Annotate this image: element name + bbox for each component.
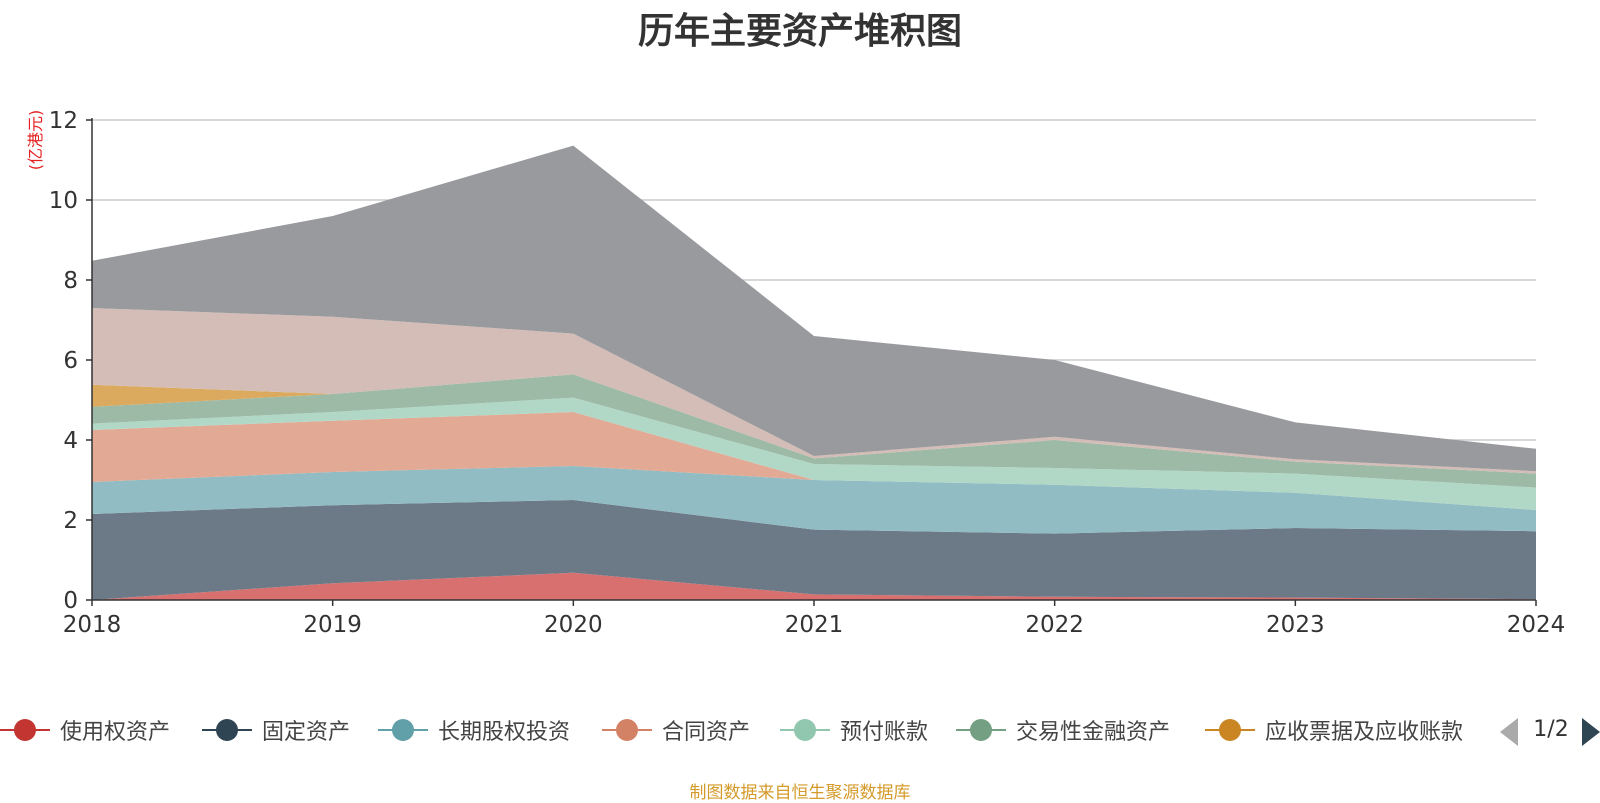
legend-marker-icon [602, 719, 652, 741]
legend-label: 固定资产 [262, 720, 351, 745]
legend-marker-icon [1205, 719, 1255, 741]
legend-marker-icon [780, 719, 830, 741]
legend-next-page-icon[interactable] [1582, 718, 1600, 746]
area-series-0[interactable] [92, 572, 1536, 600]
x-tick-label: 2020 [544, 612, 603, 638]
y-tick-labels: 0 2 4 6 8 10 12 [49, 108, 78, 614]
x-tick-label: 2019 [303, 612, 362, 638]
y-tick-label: 12 [49, 108, 78, 134]
legend-pager: 1/2 [1500, 710, 1600, 750]
x-tick-label: 2023 [1266, 612, 1325, 638]
legend-item[interactable]: 长期股权投资 [378, 710, 570, 750]
chart-title: 历年主要资产堆积图 [637, 11, 962, 52]
legend-item[interactable]: 合同资产 [602, 710, 750, 750]
legend-item[interactable]: 应收票据及应收账款 [1205, 710, 1463, 750]
area-series-4[interactable] [92, 397, 1536, 510]
legend-label: 使用权资产 [60, 720, 171, 745]
legend-marker-icon [202, 719, 252, 741]
legend-marker-icon [956, 719, 1006, 741]
axes [86, 118, 1537, 606]
area-series-1[interactable] [92, 500, 1536, 600]
stacked-area-chart: 0 2 4 6 8 10 12 2018 2019 2020 2021 2022 2023 2024 [49, 108, 1566, 638]
legend-item[interactable]: 交易性金融资产 [956, 710, 1170, 750]
y-tick-label: 0 [63, 588, 78, 614]
area-series-2[interactable] [92, 466, 1536, 534]
legend-item[interactable]: 使用权资产 [0, 710, 170, 750]
area-series-8[interactable] [92, 145, 1536, 472]
x-tick-label: 2022 [1025, 612, 1084, 638]
legend-item[interactable]: 预付账款 [780, 710, 928, 750]
area-series-3[interactable] [92, 412, 1536, 510]
legend-label: 长期股权投资 [438, 720, 571, 745]
legend-page-indicator: 1/2 [1533, 717, 1569, 742]
y-tick-label: 8 [63, 268, 78, 294]
area-series-group [92, 145, 1536, 600]
legend-item[interactable]: 固定资产 [202, 710, 350, 750]
x-tick-labels: 2018 2019 2020 2021 2022 2023 2024 [63, 612, 1566, 638]
y-tick-label: 4 [63, 428, 78, 454]
y-tick-label: 2 [63, 508, 78, 534]
x-tick-label: 2018 [63, 612, 122, 638]
data-source-note: 制图数据来自恒生聚源数据库 [689, 783, 911, 803]
legend-label: 应收票据及应收账款 [1265, 720, 1464, 745]
legend-prev-page-icon[interactable] [1500, 718, 1518, 746]
area-series-5[interactable] [92, 374, 1536, 488]
area-series-7[interactable] [92, 308, 1536, 474]
y-tick-label: 6 [63, 348, 78, 374]
legend-marker-icon [0, 719, 50, 741]
legend-label: 交易性金融资产 [1016, 720, 1171, 745]
legend-marker-icon [378, 719, 428, 741]
legend-label: 预付账款 [840, 720, 929, 745]
x-tick-label: 2024 [1507, 612, 1566, 638]
legend: 使用权资产 固定资产 长期股权投资 合同资产 预付账款 交易性金融资产 应收票据及应收账款 [0, 710, 1600, 750]
y-tick-label: 10 [49, 188, 78, 214]
legend-label: 合同资产 [662, 720, 751, 745]
x-tick-label: 2021 [785, 612, 844, 638]
